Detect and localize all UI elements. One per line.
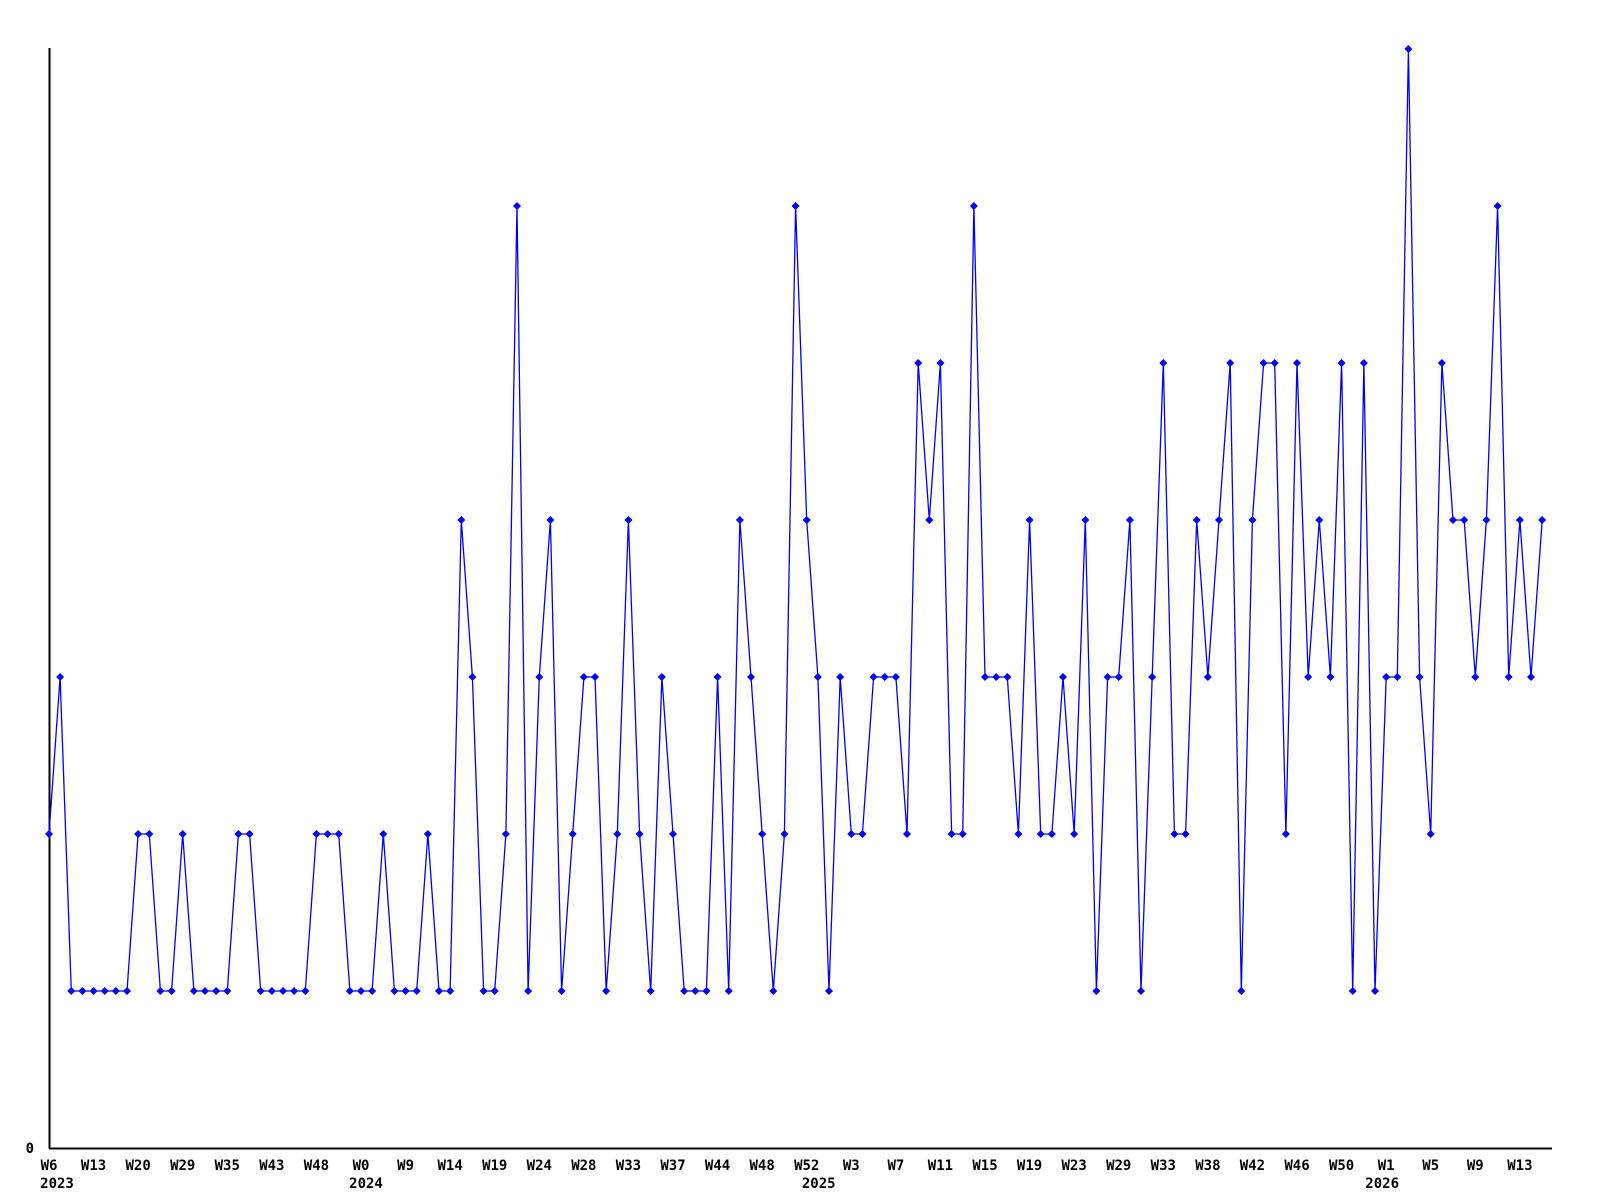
x-tick-label: W50 — [1329, 1158, 1354, 1174]
x-tick-label: W37 — [660, 1158, 685, 1174]
x-tick-label: W42 — [1240, 1158, 1265, 1174]
x-tick-label: W9 — [1467, 1158, 1484, 1174]
x-tick-label: W48 — [750, 1158, 775, 1174]
x-tick-label: W15 — [972, 1158, 997, 1174]
year-label: 2025 — [802, 1176, 836, 1192]
year-label: 2024 — [349, 1176, 383, 1192]
x-tick-label: W29 — [1106, 1158, 1131, 1174]
x-tick-label: W13 — [81, 1158, 106, 1174]
x-tick-label: W11 — [928, 1158, 953, 1174]
x-tick-label: W43 — [259, 1158, 284, 1174]
x-tick-label: W7 — [887, 1158, 904, 1174]
x-tick-label: W23 — [1062, 1158, 1087, 1174]
x-tick-label: W13 — [1507, 1158, 1532, 1174]
x-tick-label: W35 — [215, 1158, 240, 1174]
y-axis-label: 0 — [26, 1141, 34, 1157]
x-tick-label: W1 — [1378, 1158, 1395, 1174]
x-tick-label: W52 — [794, 1158, 819, 1174]
x-tick-label: W19 — [1017, 1158, 1042, 1174]
x-tick-label: W24 — [527, 1158, 552, 1174]
x-tick-label: W3 — [843, 1158, 860, 1174]
x-tick-label: W33 — [616, 1158, 641, 1174]
data-point-markers — [44, 44, 1547, 996]
x-tick-label: W28 — [571, 1158, 596, 1174]
x-tick-label: W33 — [1151, 1158, 1176, 1174]
x-tick-label: W9 — [397, 1158, 414, 1174]
x-tick-label: W6 — [41, 1158, 58, 1174]
x-tick-label: W14 — [437, 1158, 462, 1174]
x-tick-label: W29 — [170, 1158, 195, 1174]
x-tick-label: W38 — [1195, 1158, 1220, 1174]
x-tick-label: W0 — [353, 1158, 370, 1174]
year-label: 2026 — [1365, 1176, 1399, 1192]
x-tick-label: W46 — [1284, 1158, 1309, 1174]
x-tick-label: W19 — [482, 1158, 507, 1174]
x-tick-label: W44 — [705, 1158, 730, 1174]
year-label: 2023 — [40, 1176, 74, 1192]
x-tick-label: W48 — [304, 1158, 329, 1174]
x-tick-label: W20 — [125, 1158, 150, 1174]
x-tick-label: W5 — [1422, 1158, 1439, 1174]
